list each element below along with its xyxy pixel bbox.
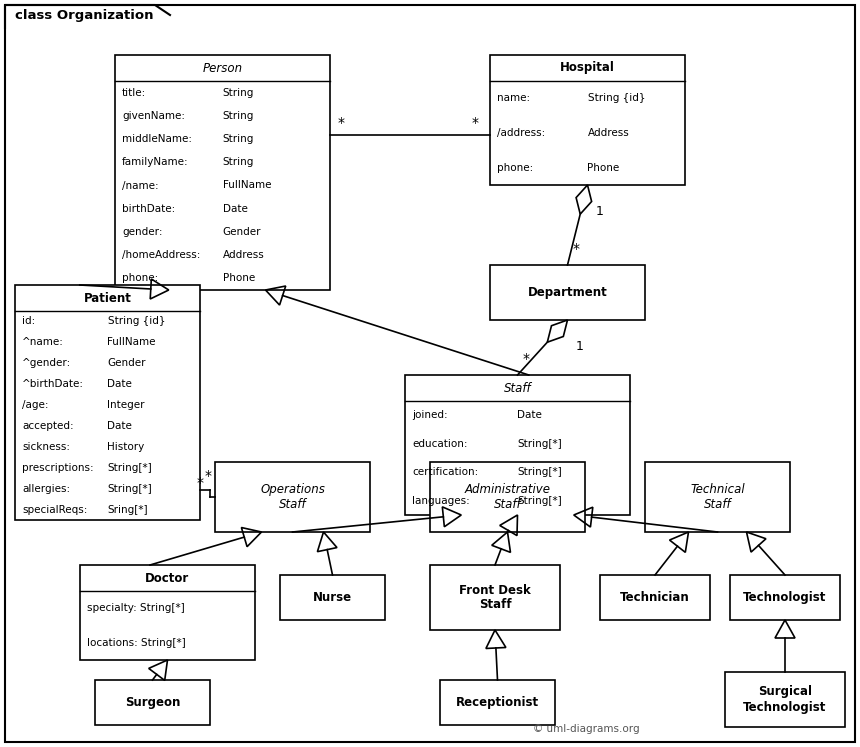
Bar: [80, 565, 255, 660]
Bar: [490, 55, 685, 185]
Text: gender:: gender:: [122, 227, 163, 237]
Text: sickness:: sickness:: [22, 441, 70, 452]
Text: Surgical
Technologist: Surgical Technologist: [743, 686, 826, 713]
Text: specialReqs:: specialReqs:: [22, 504, 88, 515]
Text: Integer: Integer: [108, 400, 145, 410]
Text: allergies:: allergies:: [22, 483, 71, 494]
Text: joined:: joined:: [412, 410, 447, 421]
Bar: [430, 462, 585, 532]
Text: *: *: [573, 242, 580, 256]
Text: education:: education:: [412, 438, 468, 449]
Text: /name:: /name:: [122, 181, 158, 190]
Text: certification:: certification:: [412, 468, 478, 477]
Bar: [215, 462, 370, 532]
Bar: [405, 375, 630, 515]
Text: Technical
Staff: Technical Staff: [691, 483, 745, 511]
Text: Phone: Phone: [223, 273, 255, 283]
Text: String[*]: String[*]: [518, 438, 562, 449]
Text: Gender: Gender: [223, 227, 261, 237]
Text: Staff: Staff: [504, 382, 531, 394]
Text: String {id}: String {id}: [587, 93, 645, 103]
Text: ^birthDate:: ^birthDate:: [22, 379, 84, 389]
Bar: [115, 55, 330, 290]
Text: Address: Address: [587, 128, 630, 138]
Text: ^name:: ^name:: [22, 338, 64, 347]
Text: title:: title:: [122, 87, 146, 98]
Bar: [280, 575, 385, 620]
Text: Date: Date: [223, 204, 248, 214]
Text: Date: Date: [108, 379, 132, 389]
Text: Date: Date: [108, 421, 132, 431]
Text: *: *: [523, 352, 530, 366]
Bar: [725, 672, 845, 727]
Text: Front Desk
Staff: Front Desk Staff: [459, 583, 531, 612]
Text: 1: 1: [575, 340, 583, 353]
Text: languages:: languages:: [412, 496, 470, 506]
Text: /age:: /age:: [22, 400, 48, 410]
Text: Date: Date: [518, 410, 543, 421]
Text: middleName:: middleName:: [122, 134, 192, 144]
Bar: [490, 265, 645, 320]
Text: Administrative
Staff: Administrative Staff: [464, 483, 550, 511]
Polygon shape: [547, 320, 568, 342]
Text: FullName: FullName: [108, 338, 156, 347]
Text: id:: id:: [22, 317, 35, 326]
Text: String[*]: String[*]: [108, 483, 152, 494]
Text: Operations
Staff: Operations Staff: [260, 483, 325, 511]
Bar: [95, 680, 210, 725]
Text: String: String: [223, 87, 254, 98]
Text: Gender: Gender: [108, 359, 146, 368]
Text: Address: Address: [223, 250, 264, 260]
Text: /address:: /address:: [497, 128, 545, 138]
Text: Hospital: Hospital: [560, 61, 615, 75]
Text: Person: Person: [202, 61, 243, 75]
Text: specialty: String[*]: specialty: String[*]: [87, 604, 185, 613]
Text: class Organization: class Organization: [15, 10, 153, 22]
Text: © uml-diagrams.org: © uml-diagrams.org: [533, 724, 640, 734]
Text: Department: Department: [528, 286, 607, 299]
Text: String: String: [223, 111, 254, 121]
Bar: [645, 462, 790, 532]
Text: String[*]: String[*]: [108, 462, 152, 473]
Text: Patient: Patient: [83, 291, 132, 305]
Text: 1: 1: [595, 205, 604, 218]
Bar: [430, 565, 560, 630]
Bar: [730, 575, 840, 620]
Text: Technologist: Technologist: [743, 591, 826, 604]
Polygon shape: [576, 185, 592, 214]
Text: accepted:: accepted:: [22, 421, 74, 431]
Text: Receptionist: Receptionist: [456, 696, 539, 709]
Text: *: *: [472, 116, 479, 130]
Text: String {id}: String {id}: [108, 317, 165, 326]
Text: String: String: [223, 158, 254, 167]
Text: phone:: phone:: [497, 163, 533, 173]
Text: birthDate:: birthDate:: [122, 204, 175, 214]
Text: /homeAddress:: /homeAddress:: [122, 250, 200, 260]
Text: prescriptions:: prescriptions:: [22, 462, 94, 473]
Text: History: History: [108, 441, 144, 452]
Text: phone:: phone:: [122, 273, 158, 283]
Text: Nurse: Nurse: [313, 591, 352, 604]
Text: name:: name:: [497, 93, 530, 103]
Text: String[*]: String[*]: [518, 496, 562, 506]
Text: Surgeon: Surgeon: [125, 696, 181, 709]
Text: ^gender:: ^gender:: [22, 359, 71, 368]
Text: givenName:: givenName:: [122, 111, 185, 121]
Text: *: *: [197, 476, 204, 490]
Bar: [600, 575, 710, 620]
Text: FullName: FullName: [223, 181, 271, 190]
Text: Sring[*]: Sring[*]: [108, 504, 148, 515]
Text: String[*]: String[*]: [518, 468, 562, 477]
Bar: [15, 285, 200, 520]
Text: Phone: Phone: [587, 163, 620, 173]
Bar: [440, 680, 555, 725]
Text: *: *: [205, 469, 212, 483]
Text: Technician: Technician: [620, 591, 690, 604]
Text: Doctor: Doctor: [145, 571, 189, 584]
Text: String: String: [223, 134, 254, 144]
Text: *: *: [338, 116, 345, 130]
Text: familyName:: familyName:: [122, 158, 188, 167]
Text: locations: String[*]: locations: String[*]: [87, 638, 186, 648]
